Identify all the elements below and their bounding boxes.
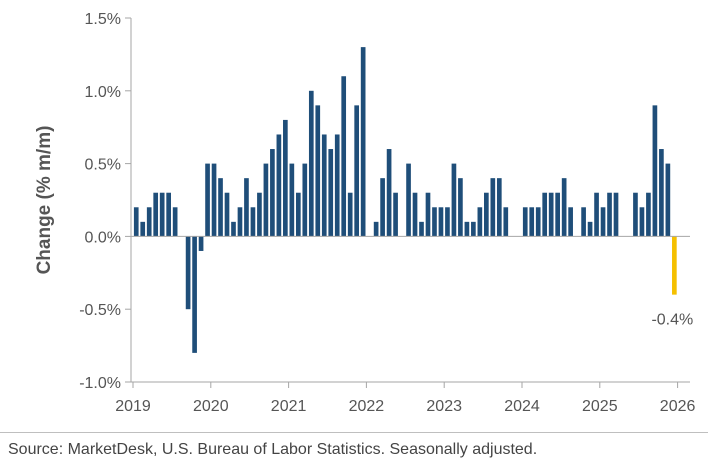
bar bbox=[308, 90, 314, 237]
bar bbox=[289, 163, 295, 237]
bar bbox=[257, 192, 262, 237]
bar bbox=[224, 192, 230, 237]
x-tick-label: 2020 bbox=[193, 398, 229, 415]
bar bbox=[568, 207, 573, 237]
y-tick-label: 1.5% bbox=[85, 11, 121, 28]
bar bbox=[153, 192, 159, 237]
bar bbox=[438, 207, 444, 237]
bar bbox=[419, 221, 424, 237]
bars bbox=[133, 47, 677, 353]
bar bbox=[341, 76, 347, 237]
x-tick-label: 2021 bbox=[271, 398, 307, 415]
bar bbox=[347, 192, 353, 237]
y-axis-label: Change (% m/m) bbox=[34, 126, 55, 275]
bar bbox=[529, 207, 535, 237]
x-tick-label: 2025 bbox=[582, 398, 618, 415]
bar bbox=[360, 47, 366, 237]
bar bbox=[354, 105, 360, 237]
bar bbox=[218, 178, 223, 237]
bar bbox=[613, 192, 619, 237]
bar bbox=[542, 192, 548, 237]
source-note: Source: MarketDesk, U.S. Bureau of Labor… bbox=[8, 441, 538, 458]
bar bbox=[581, 207, 586, 237]
bar bbox=[646, 192, 651, 237]
bar bbox=[133, 207, 139, 237]
bar bbox=[328, 149, 334, 237]
bar bbox=[386, 149, 392, 237]
bar-chart: Change (% m/m) 1.5% 1.0% 0.5% 0.0% -0.5% -1.0… bbox=[34, 11, 695, 415]
bar bbox=[211, 163, 217, 237]
bar bbox=[607, 192, 612, 237]
bar bbox=[140, 221, 146, 237]
bar bbox=[231, 221, 236, 237]
bar bbox=[633, 192, 638, 237]
bar bbox=[321, 134, 327, 237]
x-axis: 2019 2020 2021 2022 2023 2024 2025 2026 bbox=[115, 382, 695, 415]
bar bbox=[432, 207, 437, 237]
bar-highlight bbox=[672, 236, 677, 295]
bar bbox=[477, 207, 483, 237]
footer-divider bbox=[0, 432, 708, 433]
bar bbox=[315, 105, 321, 237]
bar bbox=[587, 221, 593, 237]
bar bbox=[412, 192, 418, 237]
bar bbox=[244, 178, 249, 237]
bar bbox=[237, 207, 243, 237]
bar bbox=[600, 207, 606, 237]
y-tick-label: 1.0% bbox=[85, 84, 121, 101]
bar bbox=[548, 192, 554, 237]
bar bbox=[555, 192, 560, 237]
x-tick-label: 2022 bbox=[349, 398, 385, 415]
bar bbox=[263, 163, 269, 237]
y-tick-label: 0.0% bbox=[85, 229, 121, 246]
bar bbox=[503, 207, 509, 237]
bar bbox=[159, 192, 165, 237]
bar bbox=[652, 105, 658, 237]
bar bbox=[471, 221, 476, 237]
bar bbox=[166, 192, 171, 237]
x-tick-label: 2019 bbox=[115, 398, 151, 415]
bar bbox=[302, 163, 308, 237]
bar bbox=[283, 119, 288, 237]
bar bbox=[445, 207, 450, 237]
bar bbox=[270, 149, 275, 237]
bar bbox=[334, 134, 340, 237]
bar bbox=[490, 178, 496, 237]
bar bbox=[172, 207, 178, 237]
bar bbox=[250, 207, 256, 237]
x-tick-label: 2026 bbox=[660, 398, 696, 415]
bar bbox=[295, 192, 301, 237]
bar bbox=[594, 192, 599, 237]
bar bbox=[639, 207, 645, 237]
bar bbox=[406, 163, 411, 237]
bar bbox=[451, 163, 457, 237]
bar bbox=[146, 207, 152, 237]
bar bbox=[373, 221, 379, 237]
x-tick-label: 2023 bbox=[426, 398, 462, 415]
bar bbox=[425, 192, 431, 237]
bar bbox=[205, 163, 210, 237]
bar bbox=[522, 207, 528, 237]
bar bbox=[185, 236, 191, 310]
y-tick-label: 0.5% bbox=[85, 157, 121, 174]
bar bbox=[276, 134, 282, 237]
bar bbox=[198, 236, 204, 251]
bar bbox=[561, 178, 567, 237]
bar bbox=[484, 192, 489, 237]
bar bbox=[458, 178, 463, 237]
bar bbox=[659, 149, 664, 237]
bar bbox=[665, 163, 671, 237]
bar bbox=[192, 236, 197, 353]
y-tick-label: -1.0% bbox=[79, 375, 121, 392]
bar bbox=[496, 178, 502, 237]
y-axis: 1.5% 1.0% 0.5% 0.0% -0.5% -1.0% bbox=[79, 11, 131, 392]
x-tick-label: 2024 bbox=[504, 398, 540, 415]
bar bbox=[380, 178, 385, 237]
bar bbox=[464, 221, 470, 237]
last-value-label: -0.4% bbox=[651, 312, 693, 329]
bar bbox=[393, 192, 398, 237]
y-tick-label: -0.5% bbox=[79, 302, 121, 319]
bar bbox=[535, 207, 541, 237]
